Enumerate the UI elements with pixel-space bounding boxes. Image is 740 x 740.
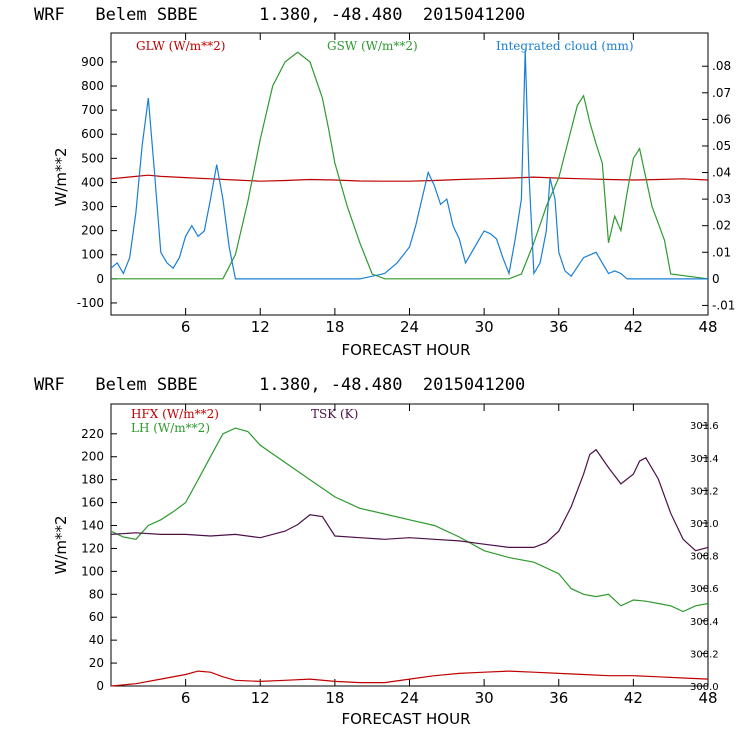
x-tick-label: 30 [475,689,494,707]
series-line-lh [110,427,709,613]
chart-2-legend-lh: LH (W/m**2) [131,421,210,435]
chart-2-x-axis-label: FORECAST HOUR [341,710,470,728]
series-line-glw [110,174,709,182]
y2-tick-label: .07 [712,86,731,100]
x-tick-label: 6 [181,318,191,336]
y-tick-label: 40 [89,633,104,647]
y2-tick-label: 0 [712,272,720,286]
chart-2-y-axis-label: W/m**2 [52,515,70,574]
series-line-gsw [111,51,709,280]
chart-2-plot-frame [110,403,709,687]
x-tick-label: 36 [549,318,568,336]
y2-tick-label: 300.0 [690,682,719,693]
y2-tick-label: 301.4 [690,454,719,465]
y-tick-label: 100 [81,564,104,578]
chart-1-legend-glw: GLW (W/m**2) [136,39,225,53]
y2-tick-label: .02 [712,219,731,233]
chart-1: WRF Belem SBBE 1.380, -48.480 2015041200… [34,5,735,359]
chart-2-title: WRF Belem SBBE 1.380, -48.480 2015041200 [34,375,525,395]
chart-2-legend-hfx: HFX (W/m**2) [131,407,219,421]
y2-tick-label: 300.2 [690,649,719,660]
y2-tick-label: 300.4 [690,617,719,628]
x-tick-label: 48 [698,318,717,336]
y-tick-label: 220 [81,427,104,441]
y-tick-label: 0 [96,679,104,693]
y-tick-label: 300 [81,200,104,214]
series-line-integrated [110,50,708,280]
y-tick-label: 140 [81,519,104,533]
y2-tick-label: 300.8 [690,552,719,563]
y-tick-label: 120 [81,541,104,555]
y-tick-label: -100 [77,296,104,310]
y-tick-label: 200 [81,450,104,464]
y2-tick-label: .06 [712,112,731,126]
x-tick-label: 24 [400,689,419,707]
y-tick-label: 200 [81,224,104,238]
y-tick-label: 180 [81,473,104,487]
chart-1-y-axis-label: W/m**2 [52,147,70,206]
x-tick-label: 18 [325,689,344,707]
y2-tick-label: .01 [712,245,731,259]
y-tick-label: 500 [81,151,104,165]
y2-tick-label: 301.6 [690,421,719,432]
series-line-hfx [110,670,709,687]
chart-2: WRF Belem SBBE 1.380, -48.480 2015041200… [34,375,719,728]
y2-tick-label: 301.0 [690,519,719,530]
y-tick-label: 0 [96,272,104,286]
y2-tick-label: .08 [712,59,731,73]
chart-1-legend-cloud: Integrated cloud (mm) [496,39,634,53]
y2-tick-label: .04 [712,166,731,180]
x-tick-label: 12 [251,318,270,336]
x-tick-label: 24 [400,318,419,336]
x-tick-label: 18 [325,318,344,336]
y-tick-label: 800 [81,79,104,93]
y-tick-label: 60 [89,610,104,624]
chart-2-legend-tsk: TSK (K) [311,407,358,421]
y-tick-label: 900 [81,55,104,69]
x-tick-label: 6 [181,689,191,707]
y-tick-label: 700 [81,103,104,117]
y2-tick-label: -.01 [712,298,735,312]
y-tick-label: 80 [89,587,104,601]
y2-tick-label: .05 [712,139,731,153]
x-tick-label: 48 [698,689,717,707]
y-tick-label: 160 [81,496,104,510]
y2-tick-label: .03 [712,192,731,206]
x-tick-label: 12 [251,689,270,707]
x-tick-label: 30 [475,318,494,336]
y-tick-label: 600 [81,127,104,141]
y2-tick-label: 301.2 [690,486,719,497]
y-tick-label: 400 [81,175,104,189]
x-tick-label: 42 [624,689,643,707]
chart-1-legend-gsw: GSW (W/m**2) [327,39,418,53]
x-tick-label: 36 [549,689,568,707]
series-line-tsk [110,448,709,552]
y-tick-label: 20 [89,656,104,670]
y2-tick-label: 300.6 [690,584,719,595]
chart-1-title: WRF Belem SBBE 1.380, -48.480 2015041200 [34,5,525,25]
chart-1-x-axis-label: FORECAST HOUR [341,341,470,359]
x-tick-label: 42 [624,318,643,336]
y-tick-label: 100 [81,248,104,262]
